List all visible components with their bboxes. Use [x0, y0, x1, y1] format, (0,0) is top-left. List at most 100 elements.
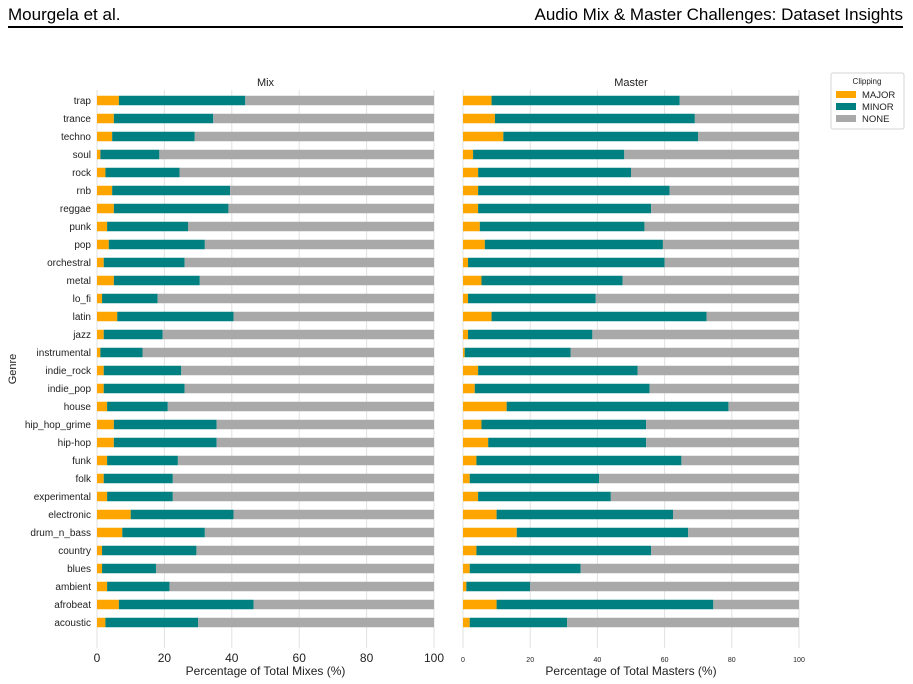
master-bar-techno-none: [698, 131, 799, 142]
mix-bar-trap-minor: [118, 95, 246, 106]
mix-bar-rnb-minor: [112, 185, 231, 196]
master-bar-blues-none: [580, 563, 799, 574]
category-label-acoustic: acoustic: [54, 618, 91, 629]
category-label-hip_hop_grime: hip_hop_grime: [25, 420, 92, 431]
mix-bar-instrumental-none: [142, 347, 434, 358]
master-bar-latin-major: [463, 311, 492, 322]
mix-bar-indie_rock-none: [181, 365, 434, 376]
master-bar-jazz-minor: [468, 329, 593, 340]
category-label-country: country: [58, 546, 91, 557]
mix-x-tick-label: 100: [424, 651, 444, 665]
master-bar-metal-major: [463, 275, 482, 286]
mix-x-tick-label: 20: [158, 651, 172, 665]
mix-bar-experimental-minor: [107, 491, 173, 502]
mix-x-axis-label: Percentage of Total Mixes (%): [186, 664, 346, 678]
master-bar-reggae-none: [651, 203, 799, 214]
mix-bar-metal-major: [97, 275, 114, 286]
mix-bar-electronic-none: [233, 509, 434, 520]
y-axis-label: Genre: [7, 354, 19, 385]
master-bar-electronic-none: [673, 509, 799, 520]
master-bar-soul-none: [624, 149, 799, 160]
master-bar-hip-hop-minor: [488, 437, 647, 448]
mix-bar-folk-minor: [103, 473, 173, 484]
master-bar-techno-minor: [503, 131, 699, 142]
mix-x-tick-label: 40: [225, 651, 239, 665]
category-label-trance: trance: [63, 114, 91, 125]
header-rule: [8, 26, 903, 28]
mix-bar-ambient-major: [97, 581, 108, 592]
master-bar-orchestral-major: [463, 257, 469, 268]
mix-bar-punk-major: [97, 221, 108, 232]
category-label-blues: blues: [67, 564, 91, 575]
mix-bar-afrobeat-major: [97, 599, 119, 610]
mix-bar-hip-hop-none: [216, 437, 434, 448]
master-bar-indie_pop-minor: [474, 383, 650, 394]
category-label-hip-hop: hip-hop: [58, 438, 92, 449]
mix-bar-punk-none: [187, 221, 434, 232]
master-bar-pop-minor: [484, 239, 663, 250]
master-bar-trap-none: [679, 95, 799, 106]
author-name: Mourgela et al.: [8, 5, 121, 24]
category-label-reggae: reggae: [60, 204, 92, 215]
mix-bar-trap-none: [245, 95, 434, 106]
master-panel-title: Master: [614, 77, 648, 89]
mix-bar-instrumental-major: [97, 347, 101, 358]
legend-label-minor: MINOR: [862, 102, 894, 113]
master-bar-indie_rock-minor: [478, 365, 638, 376]
master-bar-trap-major: [463, 95, 492, 106]
mix-bar-reggae-none: [228, 203, 434, 214]
master-bar-rnb-major: [463, 185, 479, 196]
mix-bar-reggae-minor: [113, 203, 229, 214]
mix-bar-latin-none: [233, 311, 434, 322]
master-bar-blues-minor: [469, 563, 581, 574]
mix-bar-hip-hop-minor: [113, 437, 217, 448]
master-bar-orchestral-none: [664, 257, 799, 268]
mix-bar-blues-none: [155, 563, 434, 574]
category-label-indie_pop: indie_pop: [48, 384, 92, 395]
mix-bar-pop-none: [204, 239, 434, 250]
category-label-afrobeat: afrobeat: [54, 600, 91, 611]
paper-title: Audio Mix & Master Challenges: Dataset I…: [534, 5, 903, 24]
master-bar-soul-major: [463, 149, 474, 160]
master-x-tick-label: 60: [661, 657, 669, 664]
mix-bar-house-major: [97, 401, 108, 412]
master-bar-indie_rock-none: [637, 365, 799, 376]
category-label-lo_fi: lo_fi: [73, 294, 91, 305]
master-bar-rnb-minor: [478, 185, 670, 196]
master-bar-folk-minor: [469, 473, 600, 484]
mix-bar-soul-major: [97, 149, 101, 160]
master-x-tick-label: 80: [728, 657, 736, 664]
master-bar-trap-minor: [491, 95, 680, 106]
mix-bar-country-none: [196, 545, 434, 556]
master-bar-hip-hop-major: [463, 437, 489, 448]
legend-label-major: MAJOR: [862, 90, 895, 101]
master-bar-folk-major: [463, 473, 470, 484]
mix-bar-folk-major: [97, 473, 104, 484]
master-bar-hip_hop_grime-minor: [481, 419, 647, 430]
category-label-latin: latin: [73, 312, 91, 323]
mix-bar-drum_n_bass-major: [97, 527, 123, 538]
master-bar-experimental-major: [463, 491, 479, 502]
master-bar-ambient-minor: [466, 581, 531, 592]
mix-bar-ambient-minor: [107, 581, 170, 592]
master-bar-drum_n_bass-major: [463, 527, 517, 538]
mix-bar-indie_pop-minor: [103, 383, 185, 394]
legend-title: Clipping: [853, 77, 882, 86]
mix-bar-trap-major: [97, 95, 119, 106]
master-bar-house-major: [463, 401, 507, 412]
category-label-funk: funk: [72, 456, 92, 467]
mix-bar-funk-minor: [107, 455, 178, 466]
mix-x-tick-label: 0: [94, 651, 101, 665]
mix-bar-afrobeat-none: [253, 599, 434, 610]
mix-bar-acoustic-major: [97, 617, 106, 628]
master-bar-techno-major: [463, 131, 504, 142]
mix-bar-trance-major: [97, 113, 114, 124]
master-bar-latin-none: [706, 311, 799, 322]
mix-bar-hip_hop_grime-major: [97, 419, 114, 430]
master-bar-soul-minor: [473, 149, 625, 160]
mix-bar-experimental-major: [97, 491, 108, 502]
mix-bar-folk-none: [172, 473, 434, 484]
mix-bar-acoustic-minor: [105, 617, 199, 628]
master-bar-jazz-none: [592, 329, 799, 340]
mix-bar-drum_n_bass-none: [204, 527, 434, 538]
